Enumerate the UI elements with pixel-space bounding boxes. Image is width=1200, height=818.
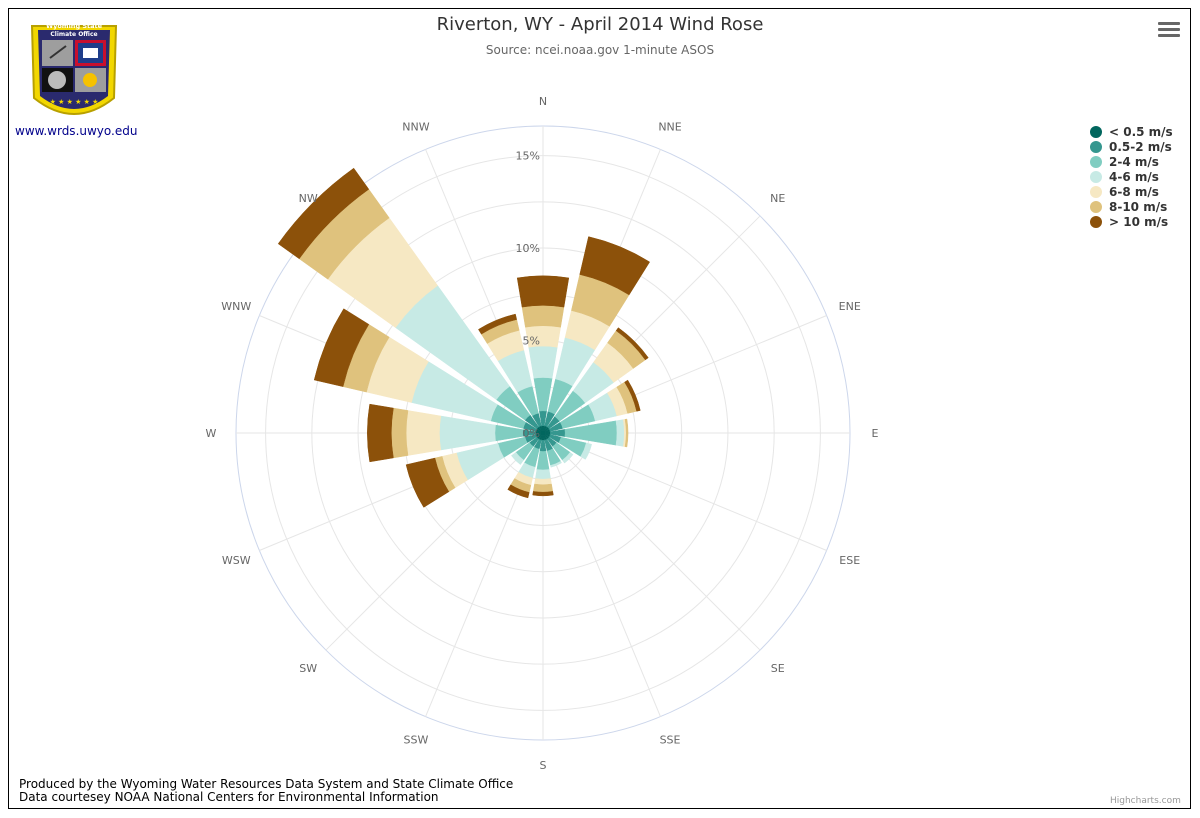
bar-s-s5[interactable] xyxy=(532,483,554,493)
legend-label: < 0.5 m/s xyxy=(1109,124,1173,139)
direction-label: NNE xyxy=(658,120,681,133)
legend-marker xyxy=(1090,140,1102,153)
legend-marker xyxy=(1090,185,1102,198)
bar-n-s6[interactable] xyxy=(516,275,570,308)
direction-label: WNW xyxy=(221,300,251,313)
bar-ne-s6[interactable] xyxy=(615,327,649,361)
website-link[interactable]: www.wrds.uwyo.edu xyxy=(15,124,138,138)
grid-spoke xyxy=(542,432,827,551)
direction-label: SSW xyxy=(404,734,429,747)
direction-label: SSE xyxy=(660,734,681,747)
bar-wnw-s6[interactable] xyxy=(313,308,370,387)
bar-s-s4[interactable] xyxy=(534,478,552,486)
bar-s-s6[interactable] xyxy=(532,491,554,497)
highcharts-credit[interactable]: Highcharts.com xyxy=(1110,796,1181,806)
legend-label: 6-8 m/s xyxy=(1109,184,1159,199)
direction-label: ENE xyxy=(839,300,861,313)
legend-item[interactable]: 2-4 m/s xyxy=(1088,154,1173,169)
legend-item[interactable]: 8-10 m/s xyxy=(1088,199,1173,214)
wind-rose-bars xyxy=(277,167,651,508)
bar-w-s4[interactable] xyxy=(405,410,442,456)
footer-line-2: Data courtesey NOAA National Centers for… xyxy=(19,790,439,804)
legend-label: 4-6 m/s xyxy=(1109,169,1159,184)
legend-marker xyxy=(1090,215,1102,228)
logo-text-1: Wyoming State xyxy=(46,22,103,30)
legend-marker xyxy=(1090,125,1102,138)
bar-ene-s6[interactable] xyxy=(624,379,641,412)
direction-label: S xyxy=(540,759,547,772)
svg-text:★ ★ ★ ★ ★ ★: ★ ★ ★ ★ ★ ★ xyxy=(50,98,99,106)
radial-tick-label: 0% xyxy=(523,427,540,440)
bar-sw-s3[interactable] xyxy=(511,452,524,465)
bar-e-s5[interactable] xyxy=(624,418,629,448)
legend-label: 0.5-2 m/s xyxy=(1109,139,1172,154)
bar-ssw-s6[interactable] xyxy=(507,484,530,499)
legend-item[interactable]: 0.5-2 m/s xyxy=(1088,139,1173,154)
direction-label: NNW xyxy=(402,120,429,133)
legend-marker xyxy=(1090,170,1102,183)
legend: < 0.5 m/s 0.5-2 m/s 2-4 m/s 4-6 m/s 6-8 m/s 8… xyxy=(1088,124,1173,229)
axis-labels: N NNE NE ENE E ESE SE SSE S SSW SW WSW W WNW NW NNW 0% 5%… xyxy=(206,95,879,772)
bar-w-s5[interactable] xyxy=(391,407,409,459)
direction-label: W xyxy=(206,427,217,440)
radial-tick-label: 15% xyxy=(516,150,540,163)
direction-label: ESE xyxy=(839,554,860,567)
footer-line-1: Produced by the Wyoming Water Resources … xyxy=(19,777,514,791)
bar-s-s3[interactable] xyxy=(535,469,551,480)
direction-label: WSW xyxy=(222,554,251,567)
legend-item[interactable]: > 10 m/s xyxy=(1088,214,1173,229)
bar-n-s3[interactable] xyxy=(528,345,558,379)
direction-label: NE xyxy=(770,192,785,205)
grid-spoke xyxy=(542,432,661,717)
bar-nnw-s6[interactable] xyxy=(478,313,517,335)
bar-w-s3[interactable] xyxy=(439,415,496,451)
legend-marker xyxy=(1090,200,1102,213)
grid-spoke xyxy=(542,432,761,651)
bar-se-s3[interactable] xyxy=(562,452,574,464)
bar-w-s6[interactable] xyxy=(367,403,394,463)
bar-wsw-s6[interactable] xyxy=(405,457,450,508)
hamburger-menu-icon[interactable] xyxy=(1158,22,1180,40)
direction-label: SW xyxy=(299,662,317,675)
bar-s-s2[interactable] xyxy=(536,450,550,471)
legend-label: 8-10 m/s xyxy=(1109,199,1168,214)
legend-label: > 10 m/s xyxy=(1109,214,1169,229)
footer: Produced by the Wyoming Water Resources … xyxy=(19,778,513,804)
direction-label: SE xyxy=(771,662,785,675)
bar-nne-s6[interactable] xyxy=(579,236,651,296)
legend-label: 2-4 m/s xyxy=(1109,154,1159,169)
legend-item[interactable]: < 0.5 m/s xyxy=(1088,124,1173,139)
bar-sse-s3[interactable] xyxy=(550,460,562,468)
direction-label: N xyxy=(539,95,547,108)
chart-title: Riverton, WY - April 2014 Wind Rose xyxy=(436,14,764,35)
grid-spoke xyxy=(325,432,544,651)
chart-subtitle: Source: ncei.noaa.gov 1-minute ASOS xyxy=(485,43,715,57)
logo-text-2: Climate Office xyxy=(50,31,97,38)
direction-label: NW xyxy=(299,192,318,205)
legend-item[interactable]: 6-8 m/s xyxy=(1088,184,1173,199)
bar-nw-s6[interactable] xyxy=(277,167,370,260)
legend-marker xyxy=(1090,155,1102,168)
direction-label: E xyxy=(872,427,879,440)
bar-ese-s3[interactable] xyxy=(580,442,592,460)
bar-n-s5[interactable] xyxy=(521,305,565,328)
climate-office-logo: Wyoming State Climate Office ★ ★ ★ ★ ★ ★ xyxy=(30,22,118,115)
legend-item[interactable]: 4-6 m/s xyxy=(1088,169,1173,184)
radial-tick-label: 10% xyxy=(516,242,540,255)
radial-tick-label: 5% xyxy=(523,335,540,348)
bar-e-s3[interactable] xyxy=(615,419,625,447)
